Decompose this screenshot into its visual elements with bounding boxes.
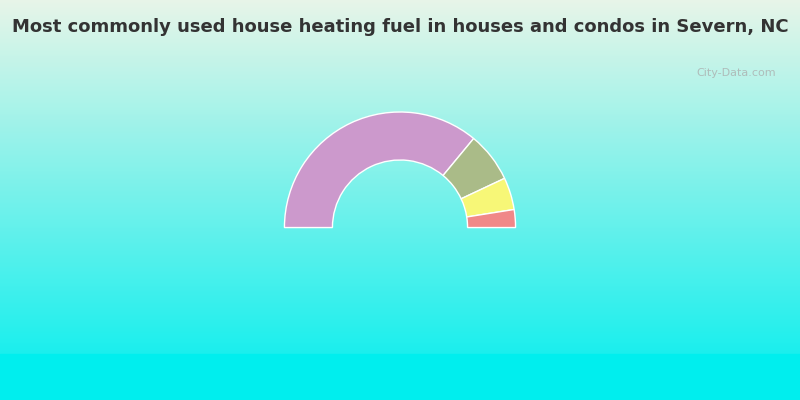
Wedge shape bbox=[466, 210, 515, 228]
Text: City-Data.com: City-Data.com bbox=[696, 68, 776, 78]
Wedge shape bbox=[285, 112, 474, 228]
Wedge shape bbox=[443, 138, 505, 199]
Text: Most commonly used house heating fuel in houses and condos in Severn, NC: Most commonly used house heating fuel in… bbox=[12, 18, 788, 36]
Wedge shape bbox=[461, 178, 514, 217]
